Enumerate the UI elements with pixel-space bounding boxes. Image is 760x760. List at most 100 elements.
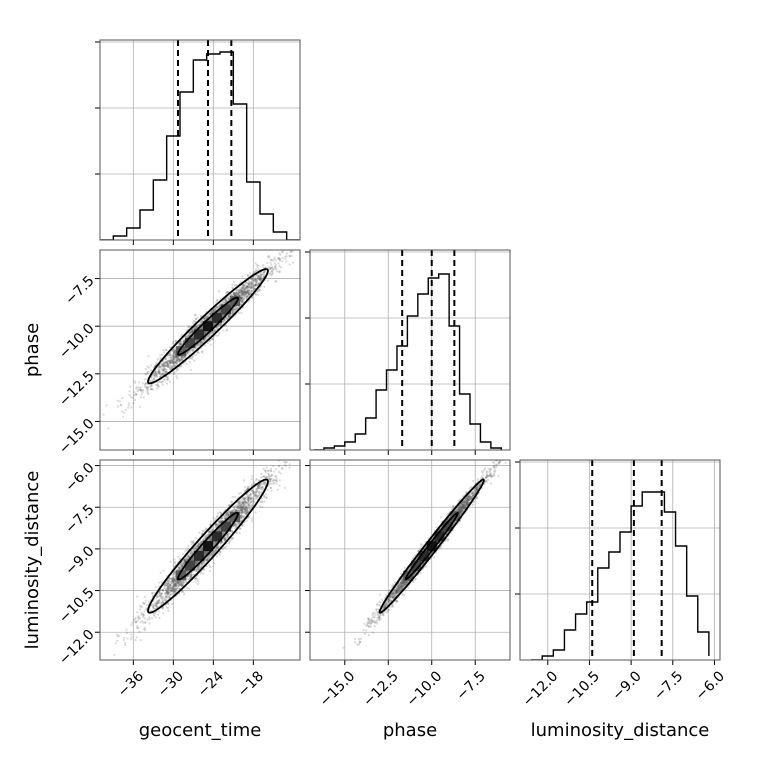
sample-point	[156, 600, 159, 603]
sample-point	[244, 286, 247, 289]
sample-point	[254, 493, 257, 496]
sample-point	[254, 268, 258, 271]
sample-point	[171, 587, 174, 590]
sample-point	[227, 315, 230, 318]
sample-point	[173, 575, 176, 579]
sample-point	[250, 284, 253, 287]
sample-point	[158, 599, 161, 602]
sample-point	[172, 583, 175, 586]
sample-point	[221, 548, 224, 551]
sample-point	[176, 359, 179, 362]
sample-point	[241, 290, 244, 293]
sample-point	[200, 326, 204, 329]
sample-point	[163, 372, 166, 375]
sample-point	[158, 372, 161, 375]
sample-point	[236, 293, 239, 297]
sample-point	[269, 261, 272, 264]
sample-point	[259, 483, 262, 486]
sample-point	[233, 293, 236, 296]
sample-point	[314, 427, 316, 429]
sample-point	[246, 292, 249, 295]
sample-point	[274, 280, 277, 283]
sample-point	[209, 554, 212, 557]
sample-point	[244, 501, 247, 504]
sample-point	[243, 288, 246, 291]
sample-point	[240, 514, 243, 517]
sample-point	[255, 284, 258, 287]
sample-point	[183, 356, 186, 359]
sample-point	[216, 547, 219, 550]
sample-point	[247, 285, 250, 288]
sample-point	[258, 278, 261, 281]
sample-point	[158, 366, 161, 369]
sample-point	[240, 297, 243, 300]
sample-point	[173, 371, 176, 374]
sample-point	[267, 255, 270, 258]
sample-point	[200, 327, 203, 330]
sample-point	[256, 282, 259, 286]
sample-point	[140, 390, 143, 393]
sample-point	[243, 508, 246, 511]
sample-point	[166, 593, 169, 596]
sample-point	[275, 480, 279, 483]
sample-point	[228, 504, 231, 507]
sample-point	[163, 363, 167, 366]
sample-point	[262, 273, 265, 276]
sample-point	[169, 359, 172, 362]
sample-point	[169, 587, 172, 590]
sample-point	[241, 301, 244, 304]
sample-point	[241, 498, 244, 501]
sample-point	[262, 271, 265, 274]
sample-point	[239, 291, 242, 294]
sample-point	[165, 361, 168, 364]
sample-point	[183, 355, 187, 359]
sample-point	[205, 330, 208, 333]
sample-point	[271, 267, 274, 270]
sample-point	[191, 321, 194, 325]
sample-point	[172, 580, 175, 583]
sample-point	[190, 329, 194, 332]
sample-point	[245, 295, 249, 298]
sample-point	[165, 365, 168, 368]
sample-point	[129, 385, 132, 388]
sample-point	[238, 531, 241, 535]
sample-point	[245, 512, 248, 515]
sample-point	[207, 334, 210, 337]
sample-point	[188, 555, 191, 558]
sample-point	[180, 590, 183, 593]
sample-point	[201, 326, 204, 329]
sample-point	[139, 608, 142, 611]
sample-point	[240, 508, 243, 511]
sample-point	[278, 452, 280, 454]
sample-point	[211, 337, 214, 340]
sample-point	[166, 363, 170, 366]
sample-point	[246, 289, 249, 292]
sample-point	[167, 365, 170, 368]
sample-point	[212, 323, 216, 326]
sample-point	[189, 332, 192, 335]
sample-point	[156, 387, 159, 390]
sample-point	[254, 283, 257, 286]
sample-point	[154, 372, 157, 375]
sample-point	[161, 373, 164, 376]
sample-point	[161, 365, 165, 368]
sample-point	[207, 314, 210, 317]
sample-point	[164, 597, 167, 600]
x-tick-label: −6.0	[693, 668, 728, 703]
sample-point	[155, 373, 158, 376]
sample-point	[238, 501, 241, 504]
sample-point	[228, 540, 231, 543]
sample-point	[186, 335, 189, 338]
sample-point	[165, 370, 168, 373]
sample-point	[250, 281, 253, 284]
sample-point	[198, 324, 201, 327]
panel-frame	[99, 249, 301, 451]
density-block	[203, 321, 213, 332]
sample-point	[170, 356, 173, 359]
sample-point	[163, 367, 166, 370]
sample-point	[168, 360, 171, 363]
sample-point	[174, 356, 177, 359]
sample-point	[184, 335, 187, 338]
sample-point	[223, 301, 226, 304]
sample-point	[237, 510, 240, 513]
